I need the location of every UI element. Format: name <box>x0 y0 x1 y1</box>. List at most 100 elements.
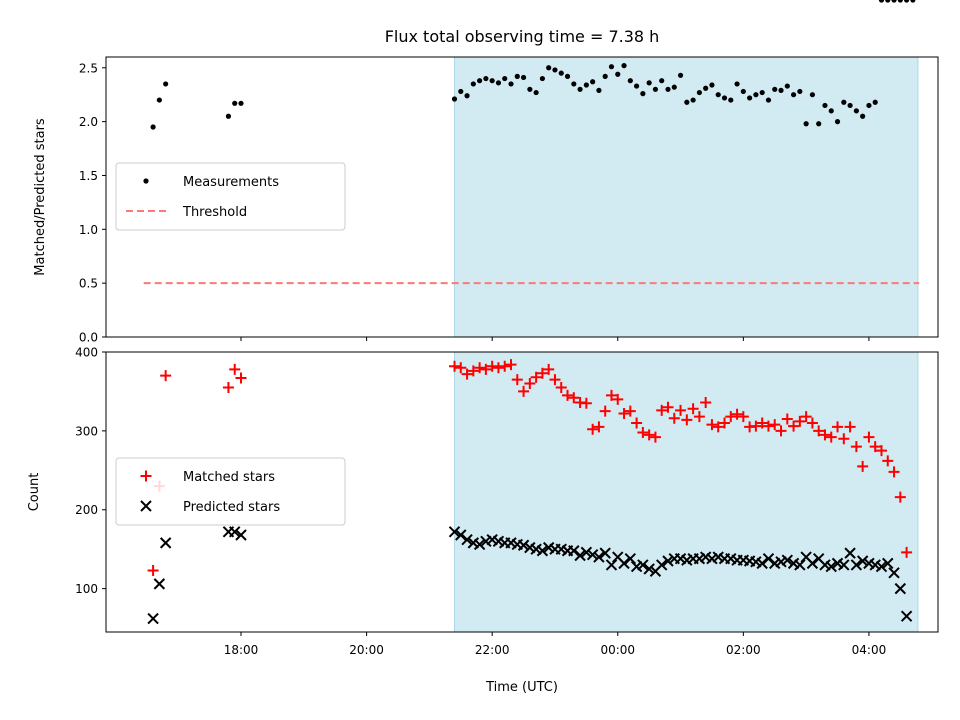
data-point <box>536 545 549 557</box>
y-axis-label: Count <box>27 473 42 512</box>
data-point <box>473 538 486 551</box>
data-point <box>781 554 794 566</box>
data-point <box>910 0 916 3</box>
data-point <box>517 539 530 551</box>
data-point <box>894 582 907 595</box>
data-point <box>458 88 464 95</box>
data-point <box>508 81 514 87</box>
data-point <box>511 374 523 386</box>
y-tick-label: 400 <box>75 346 98 360</box>
data-point <box>480 363 492 375</box>
data-point <box>671 84 677 90</box>
data-point <box>772 86 778 92</box>
legend-label: Measurements <box>183 175 279 190</box>
data-point <box>731 408 743 420</box>
data-point <box>759 89 765 96</box>
data-point <box>602 73 608 79</box>
data-point <box>681 414 693 426</box>
data-point <box>856 555 869 567</box>
data-point <box>451 96 458 102</box>
data-point <box>850 441 862 453</box>
data-point <box>675 404 687 416</box>
x-tick-label: 04:00 <box>852 643 887 657</box>
axes-frame <box>105 351 939 633</box>
data-point <box>762 420 774 432</box>
data-point <box>593 421 605 433</box>
data-point <box>147 564 159 576</box>
data-point <box>690 97 696 103</box>
data-point <box>888 466 900 478</box>
data-point <box>527 86 533 92</box>
data-point <box>640 91 646 97</box>
data-point <box>564 73 571 79</box>
data-point <box>850 559 863 571</box>
data-point <box>618 557 630 570</box>
data-point <box>844 547 856 559</box>
data-point <box>549 374 561 386</box>
legend-label: Threshold <box>182 205 247 220</box>
data-point <box>605 559 618 571</box>
data-point <box>518 385 530 397</box>
data-point <box>150 124 156 130</box>
data-point <box>715 92 721 98</box>
data-point <box>813 425 825 437</box>
data-point <box>687 403 699 415</box>
data-point <box>809 92 816 98</box>
data-point <box>624 405 636 417</box>
data-point <box>637 426 649 438</box>
data-point <box>514 73 520 79</box>
data-point <box>646 80 652 86</box>
top-panel-ratio: 0.0 0.5 1.0 1.5 2.0 2.5 Matched/Predicted star… <box>33 0 939 345</box>
data-point <box>756 557 768 570</box>
x-tick-label: 02:00 <box>726 643 761 657</box>
data-point <box>546 65 552 71</box>
data-point <box>822 102 828 109</box>
data-point <box>841 99 847 105</box>
data-point <box>756 417 768 429</box>
legend-box <box>115 457 346 526</box>
data-point <box>649 431 661 443</box>
y-tick-label: 200 <box>75 503 98 517</box>
data-point <box>719 417 731 429</box>
data-point <box>156 97 162 103</box>
data-point <box>847 102 853 109</box>
data-point <box>455 529 467 541</box>
y-tick-label: 2.5 <box>79 61 98 75</box>
x-axis-label: Time (UTC) <box>485 680 558 695</box>
data-point <box>769 419 781 431</box>
data-point <box>599 547 611 559</box>
data-point <box>615 71 621 77</box>
data-point <box>477 78 483 84</box>
y-tick-label: 0.0 <box>79 331 98 345</box>
observing-window-span <box>453 351 919 633</box>
data-point <box>863 431 875 443</box>
data-point <box>621 63 627 69</box>
data-point <box>832 421 844 433</box>
data-point <box>495 80 502 86</box>
y-axis-label: Matched/Predicted stars <box>33 118 48 276</box>
y-tick-label: 2.0 <box>79 115 98 129</box>
data-point <box>790 92 797 98</box>
data-point <box>662 401 674 413</box>
data-point <box>467 365 479 377</box>
y-tick-label: 1.0 <box>79 223 98 237</box>
data-point <box>539 75 546 82</box>
data-point <box>520 74 527 81</box>
data-point <box>590 79 596 85</box>
data-point <box>825 560 837 573</box>
data-point <box>580 397 592 409</box>
data-point <box>562 389 574 401</box>
data-point <box>700 396 712 408</box>
chart-title: Flux total observing time = 7.38 h <box>385 27 660 46</box>
data-point <box>894 491 906 503</box>
data-point <box>778 87 784 93</box>
data-point <box>897 0 903 3</box>
data-point <box>483 75 489 82</box>
data-point <box>882 557 894 570</box>
axes-frame <box>105 56 939 338</box>
bottom-panel-counts: 100 200 300 400 18:00 20:00 22:00 00:00 02:00 04:… <box>27 346 939 657</box>
data-point <box>577 86 583 92</box>
x-tick-label: 00:00 <box>600 643 635 657</box>
data-point <box>734 81 740 87</box>
